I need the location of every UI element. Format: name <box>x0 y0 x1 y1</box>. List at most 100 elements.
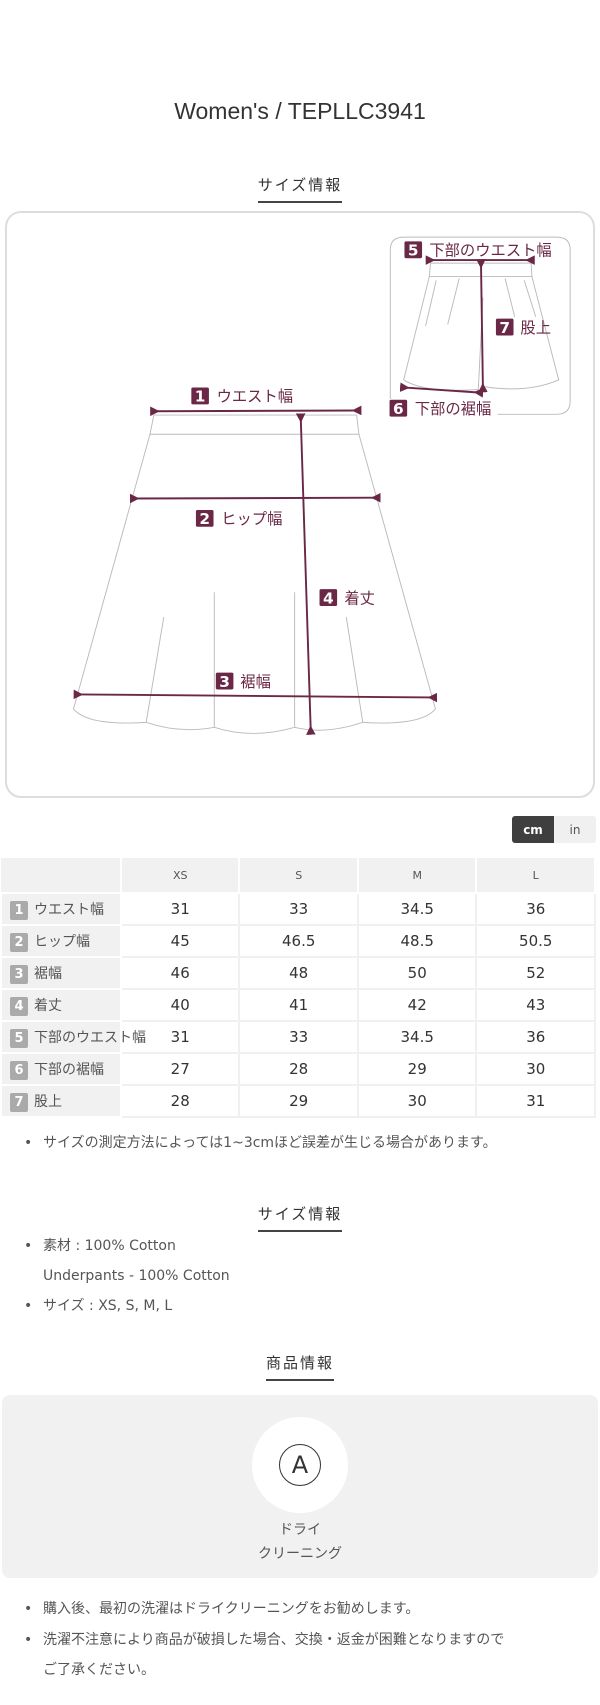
row-label-text: ウエスト幅 <box>34 901 104 918</box>
table-cell: 36 <box>475 1020 596 1054</box>
measure-note: サイズの測定方法によっては1~3cmほど誤差が生じる場合があります。 <box>24 1133 497 1153</box>
svg-text:5: 5 <box>408 242 419 260</box>
rise-arrow <box>476 259 488 393</box>
measure-note-text: サイズの測定方法によっては1~3cmほど誤差が生じる場合があります。 <box>43 1135 497 1151</box>
dry-clean-icon: A <box>279 1444 321 1486</box>
table-row: 5 下部のウエスト幅 31 33 34.5 36 <box>0 1020 596 1054</box>
row-label: 1 ウエスト幅 <box>0 892 122 926</box>
svg-text:裾幅: 裾幅 <box>240 673 271 691</box>
row-label-text: 着丈 <box>34 997 62 1014</box>
column-header: XS <box>121 856 241 894</box>
svg-text:下部のウエスト幅: 下部のウエスト幅 <box>429 242 551 260</box>
length-arrow <box>295 413 316 735</box>
row-number-badge: 6 <box>10 1060 28 1080</box>
sizes-item: サイズ : XS, S, M, L <box>24 1296 172 1316</box>
table-cell: 40 <box>119 988 241 1022</box>
row-label-text: ヒップ幅 <box>34 933 90 950</box>
material-section-heading-text: サイズ情報 <box>257 1203 343 1232</box>
unit-cm-button[interactable]: cm <box>512 816 554 843</box>
table-cell: 45 <box>119 924 241 958</box>
size-section-heading: サイズ情報 <box>0 174 600 203</box>
sizes-text: サイズ : XS, S, M, L <box>43 1298 173 1314</box>
table-row: 2 ヒップ幅 45 46.5 48.5 50.5 <box>0 924 596 958</box>
table-cell: 28 <box>238 1052 359 1086</box>
table-cell: 43 <box>475 988 596 1022</box>
care-label-line1: ドライ <box>279 1522 321 1538</box>
measure-lines <box>73 255 535 735</box>
row-label: 7 股上 <box>0 1084 122 1118</box>
care-label-line2: クリーニング <box>258 1546 342 1562</box>
svg-text:4: 4 <box>323 589 334 607</box>
table-cell: 30 <box>356 1084 478 1118</box>
table-row: 6 下部の裾幅 27 28 29 30 <box>0 1052 596 1086</box>
hem-arrow <box>73 689 438 703</box>
svg-text:6: 6 <box>393 400 404 418</box>
table-row: 3 裾幅 46 48 50 52 <box>0 956 596 990</box>
row-label: 5 下部のウエスト幅 <box>0 1020 146 1054</box>
size-table: XS S M L 1 ウエスト幅 31 33 34.5 36 2 ヒップ幅 45 46.5 48.5… <box>0 856 596 1118</box>
table-cell: 36 <box>475 892 596 926</box>
label-1: 1 ウエスト幅 <box>191 387 293 406</box>
table-cell: 46.5 <box>238 924 359 958</box>
header-empty <box>1 856 122 894</box>
table-cell: 27 <box>119 1052 241 1086</box>
table-cell: 48 <box>238 956 359 990</box>
care-note-text: 購入後、最初の洗濯はドライクリーニングをお勧めします。 <box>43 1601 420 1617</box>
material-item: 素材 : 100% Cotton <box>24 1236 176 1256</box>
care-note-text: 洗濯不注意により商品が破損した場合、交換・返金が困難となりますので <box>43 1632 505 1648</box>
table-cell: 29 <box>356 1052 478 1086</box>
table-cell: 48.5 <box>356 924 478 958</box>
svg-text:ヒップ幅: ヒップ幅 <box>221 510 282 528</box>
waist-arrow <box>150 405 362 417</box>
table-cell: 50.5 <box>475 924 596 958</box>
table-cell: 42 <box>356 988 478 1022</box>
svg-text:下部の裾幅: 下部の裾幅 <box>415 400 492 418</box>
product-section-heading: 商品情報 <box>0 1352 600 1381</box>
column-header: M <box>357 856 478 894</box>
row-number-badge: 4 <box>10 996 28 1016</box>
label-7: 7 股上 <box>495 318 551 337</box>
size-section-heading-text: サイズ情報 <box>257 174 343 203</box>
table-cell: 33 <box>238 1020 359 1054</box>
care-note: 洗濯不注意により商品が破損した場合、交換・返金が困難となりますので <box>24 1630 504 1650</box>
table-cell: 31 <box>119 892 241 926</box>
column-header: S <box>239 856 359 894</box>
table-cell: 33 <box>238 892 359 926</box>
row-number-badge: 7 <box>10 1092 28 1112</box>
row-label: 2 ヒップ幅 <box>0 924 122 958</box>
label-3: 3 裾幅 <box>215 672 271 691</box>
label-4: 4 着丈 <box>319 589 375 607</box>
label-6: 6 下部の裾幅 <box>389 399 492 418</box>
row-label: 3 裾幅 <box>0 956 122 990</box>
table-row: 1 ウエスト幅 31 33 34.5 36 <box>0 892 596 926</box>
row-number-badge: 5 <box>10 1028 28 1048</box>
table-row: 4 着丈 40 41 42 43 <box>0 988 596 1022</box>
care-note-continuation: ご了承ください。 <box>43 1662 155 1678</box>
row-label-text: 下部のウエスト幅 <box>34 1029 146 1046</box>
table-header-row: XS S M L <box>1 856 596 894</box>
label-2: 2 ヒップ幅 <box>195 509 282 528</box>
svg-text:2: 2 <box>199 510 210 528</box>
diagram-frame <box>5 211 595 798</box>
inner-hem-arrow <box>399 382 484 398</box>
table-cell: 31 <box>119 1020 241 1054</box>
row-label: 6 下部の裾幅 <box>0 1052 122 1086</box>
row-number-badge: 1 <box>10 900 28 920</box>
table-cell: 34.5 <box>356 892 478 926</box>
row-label-text: 下部の裾幅 <box>34 1061 104 1078</box>
skirt-outline <box>72 414 436 734</box>
table-cell: 52 <box>475 956 596 990</box>
care-note: 購入後、最初の洗濯はドライクリーニングをお勧めします。 <box>24 1599 419 1619</box>
material-item-2: Underpants - 100% Cotton <box>43 1268 230 1284</box>
svg-text:7: 7 <box>499 319 510 337</box>
table-cell: 41 <box>238 988 359 1022</box>
material-section-heading: サイズ情報 <box>0 1203 600 1232</box>
unit-toggle[interactable]: cm in <box>512 816 596 843</box>
row-label: 4 着丈 <box>0 988 122 1022</box>
svg-text:3: 3 <box>219 673 230 691</box>
column-header: L <box>476 856 596 894</box>
row-number-badge: 2 <box>10 932 28 952</box>
unit-in-button[interactable]: in <box>554 816 596 843</box>
